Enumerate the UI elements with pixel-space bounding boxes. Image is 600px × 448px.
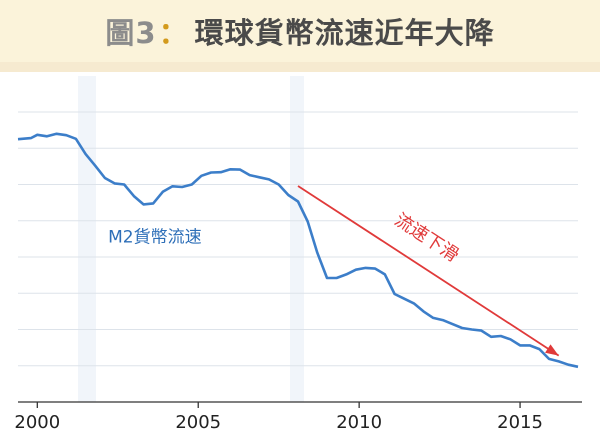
annotation-layer: 流速下滑 [297, 185, 560, 357]
x-tick-labels: 2000 2005 2010 2015 [14, 412, 543, 433]
x-axis [18, 401, 582, 408]
x-tick-label: 2005 [175, 412, 221, 433]
background-bands [78, 76, 304, 402]
x-tick-label: 2015 [497, 412, 543, 433]
title-text: 環球貨幣流速近年大降 [194, 16, 495, 50]
trend-arrow-line [297, 185, 560, 357]
header-divider [0, 62, 600, 72]
trend-arrow-head [545, 344, 559, 356]
series-line [17, 132, 579, 369]
background-band [290, 76, 304, 402]
title-separator: ： [158, 16, 189, 50]
chart-header: 圖3 ： 環球貨幣流速近年大降 [0, 0, 600, 62]
series-label: M2貨幣流速 [108, 228, 201, 248]
x-tick-label: 2010 [336, 412, 382, 433]
chart-title: 圖3 ： 環球貨幣流速近年大降 [105, 10, 494, 52]
figure-number: 圖3 [105, 16, 157, 50]
series-layer: M2貨幣流速 [17, 132, 579, 369]
background-band [78, 76, 96, 402]
trend-annotation: 流速下滑 [391, 209, 463, 266]
line-chart: 2000 2005 2010 2015 M2貨幣流速 流速下滑 [14, 76, 582, 433]
x-tick-label: 2000 [14, 412, 60, 433]
